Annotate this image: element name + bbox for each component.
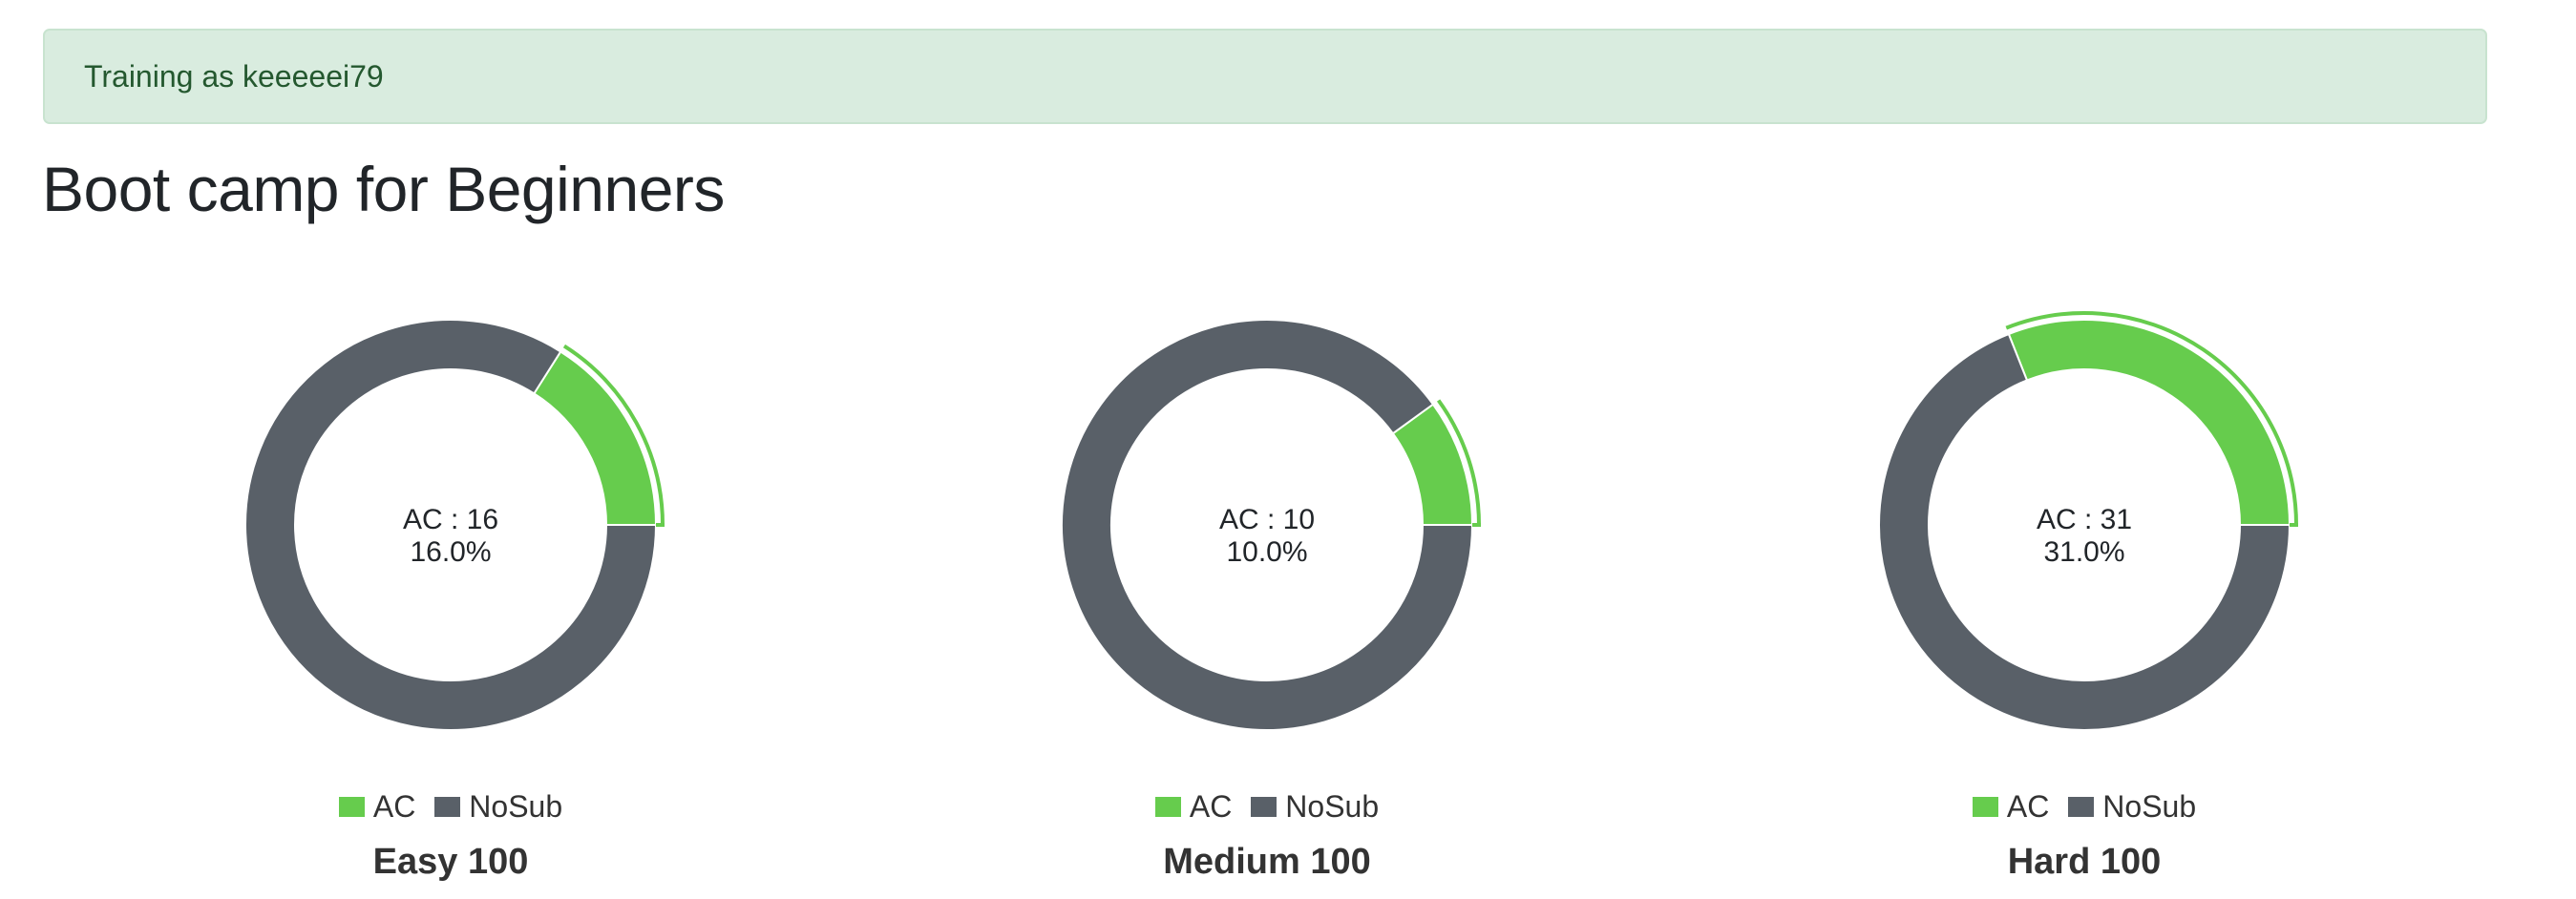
chart-title: Medium 100	[1163, 842, 1371, 882]
legend-swatch-ac	[1154, 797, 1181, 817]
donut-chart-easy: AC : 16 16.0% AC NoSub Easy 100	[212, 305, 785, 897]
legend-swatch-nosub	[1251, 797, 1277, 817]
chart-legend[interactable]: AC NoSub	[1028, 789, 1506, 825]
donut-svg	[1061, 319, 1481, 731]
slice-ac-highlight	[562, 344, 665, 526]
legend-item-nosub[interactable]: NoSub	[434, 789, 562, 825]
donut-svg	[1878, 311, 2298, 731]
legend-label-ac: AC	[2006, 789, 2050, 824]
center-ac-percent: 10.0%	[1226, 536, 1308, 568]
slice-ac-highlight	[1436, 399, 1481, 526]
legend-swatch-nosub	[434, 797, 461, 817]
center-text: AC : 10 10.0%	[1028, 504, 1506, 569]
center-ac-count: AC : 16	[402, 504, 499, 535]
legend-item-nosub[interactable]: NoSub	[2068, 789, 2196, 825]
slice-nosub[interactable]	[1878, 332, 2291, 731]
legend-label-nosub: NoSub	[2102, 789, 2197, 824]
legend-swatch-ac	[1972, 797, 1998, 817]
center-ac-percent: 16.0%	[410, 536, 492, 568]
center-text: AC : 16 16.0%	[212, 504, 689, 569]
slice-ac-highlight	[2005, 311, 2298, 526]
legend-label-nosub: NoSub	[1285, 789, 1380, 824]
slice-ac[interactable]	[532, 350, 658, 526]
donut-svg	[244, 319, 665, 731]
legend-label-ac: AC	[372, 789, 416, 824]
donut-chart-medium: AC : 10 10.0% AC NoSub Medium 100	[1028, 305, 1601, 897]
legend-swatch-nosub	[2068, 797, 2095, 817]
page-title: Boot camp for Beginners	[42, 154, 725, 224]
legend-swatch-ac	[338, 797, 365, 817]
chart-title: Easy 100	[372, 842, 529, 882]
legend-item-ac[interactable]: AC	[1154, 789, 1233, 825]
center-ac-count: AC : 31	[2036, 504, 2133, 535]
chart-legend[interactable]: AC NoSub	[212, 789, 689, 825]
legend-label-nosub: NoSub	[469, 789, 563, 824]
chart-legend[interactable]: AC NoSub	[1846, 789, 2323, 825]
slice-nosub[interactable]	[244, 319, 658, 731]
chart-title: Hard 100	[2007, 842, 2162, 882]
center-ac-count: AC : 10	[1218, 504, 1316, 535]
legend-item-ac[interactable]: AC	[1972, 789, 2050, 825]
donut-chart-hard: AC : 31 31.0% AC NoSub Hard 100	[1846, 305, 2418, 897]
legend-item-nosub[interactable]: NoSub	[1251, 789, 1379, 825]
center-ac-percent: 31.0%	[2043, 536, 2125, 568]
slice-ac[interactable]	[2007, 319, 2291, 526]
slice-nosub[interactable]	[1061, 319, 1474, 731]
training-status-text: Training as keeeeei79	[84, 58, 384, 94]
center-text: AC : 31 31.0%	[1846, 504, 2323, 569]
legend-item-ac[interactable]: AC	[338, 789, 416, 825]
legend-label-ac: AC	[1189, 789, 1233, 824]
training-status-alert: Training as keeeeei79	[43, 29, 2487, 124]
